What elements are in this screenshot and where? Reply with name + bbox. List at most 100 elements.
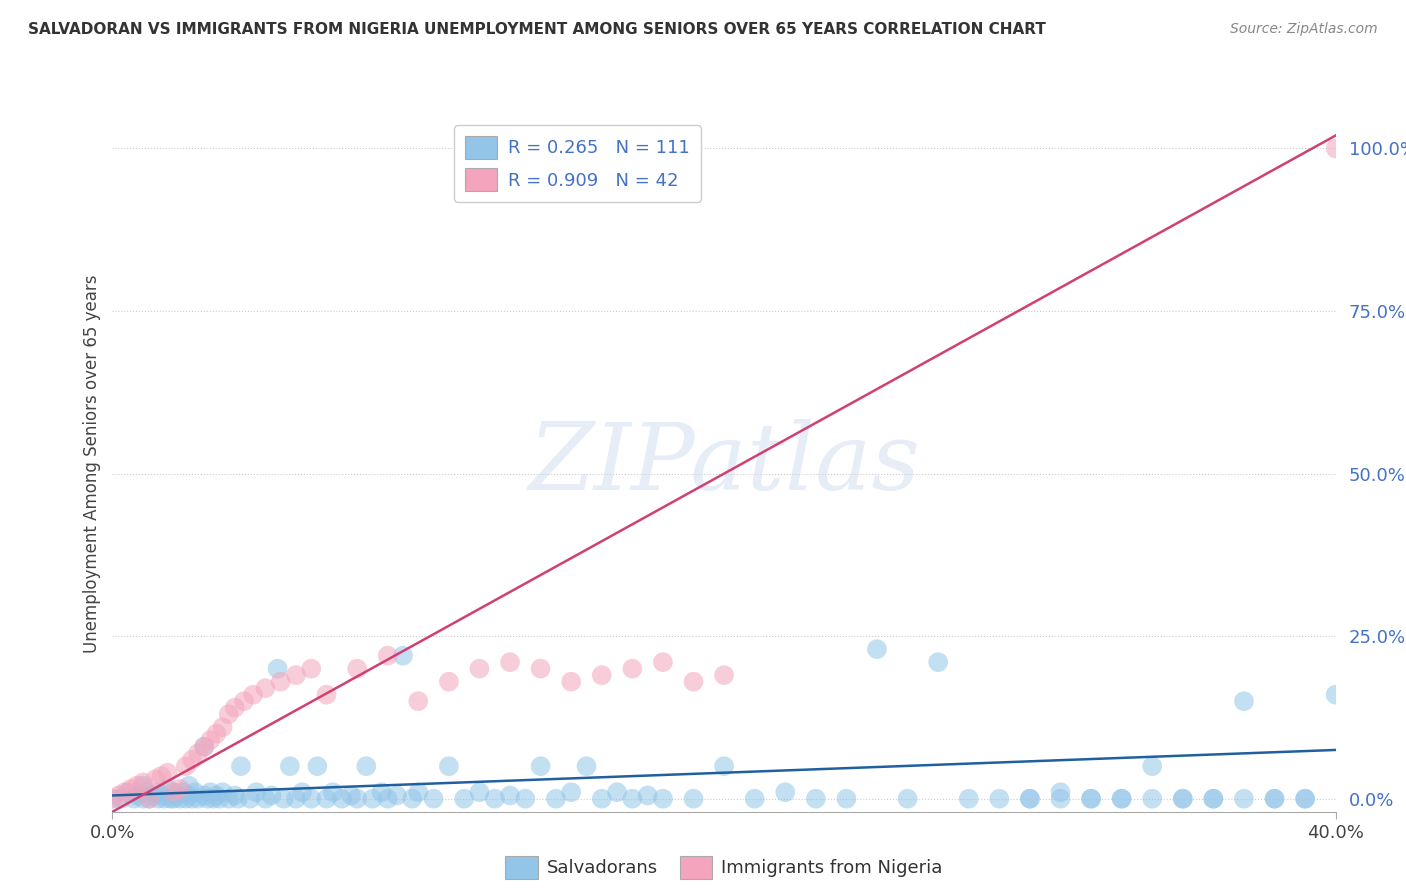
Point — [159, 791, 181, 805]
Point — [621, 791, 644, 805]
Point — [835, 791, 858, 805]
Point — [153, 791, 176, 805]
Point — [156, 765, 179, 780]
Point — [150, 789, 173, 803]
Point — [315, 791, 337, 805]
Point — [652, 791, 675, 805]
Point — [163, 785, 186, 799]
Point — [1264, 791, 1286, 805]
Point — [163, 791, 186, 805]
Point — [713, 759, 735, 773]
Point — [652, 655, 675, 669]
Point — [422, 791, 444, 805]
Point — [340, 789, 363, 803]
Point — [148, 785, 170, 799]
Point — [307, 759, 329, 773]
Point — [1142, 759, 1164, 773]
Point — [408, 785, 430, 799]
Point — [132, 791, 155, 805]
Point — [193, 789, 215, 803]
Point — [202, 791, 225, 805]
Point — [682, 791, 704, 805]
Point — [205, 789, 228, 803]
Point — [1018, 791, 1040, 805]
Point — [515, 791, 537, 805]
Point — [284, 791, 308, 805]
Point — [181, 753, 204, 767]
Text: Source: ZipAtlas.com: Source: ZipAtlas.com — [1230, 22, 1378, 37]
Point — [211, 720, 233, 734]
Point — [270, 674, 292, 689]
Point — [1324, 141, 1347, 155]
Point — [1233, 791, 1256, 805]
Legend: Salvadorans, Immigrants from Nigeria: Salvadorans, Immigrants from Nigeria — [498, 848, 950, 886]
Point — [621, 662, 644, 676]
Point — [163, 785, 186, 799]
Point — [591, 668, 613, 682]
Point — [927, 655, 949, 669]
Point — [193, 739, 215, 754]
Point — [575, 759, 598, 773]
Point — [107, 789, 129, 803]
Point — [988, 791, 1011, 805]
Point — [499, 789, 522, 803]
Point — [174, 759, 197, 773]
Point — [560, 785, 582, 799]
Point — [468, 662, 491, 676]
Point — [1294, 791, 1316, 805]
Point — [200, 785, 222, 799]
Point — [713, 668, 735, 682]
Point — [125, 779, 148, 793]
Point — [211, 785, 233, 799]
Point — [897, 791, 920, 805]
Point — [1202, 791, 1225, 805]
Point — [193, 739, 215, 754]
Point — [804, 791, 827, 805]
Point — [1142, 791, 1164, 805]
Point — [401, 791, 423, 805]
Point — [682, 674, 704, 689]
Point — [637, 789, 659, 803]
Point — [361, 791, 384, 805]
Point — [530, 662, 553, 676]
Point — [200, 733, 222, 747]
Point — [138, 791, 160, 805]
Point — [775, 785, 797, 799]
Text: SALVADORAN VS IMMIGRANTS FROM NIGERIA UNEMPLOYMENT AMONG SENIORS OVER 65 YEARS C: SALVADORAN VS IMMIGRANTS FROM NIGERIA UN… — [28, 22, 1046, 37]
Point — [174, 791, 197, 805]
Point — [1264, 791, 1286, 805]
Point — [1171, 791, 1194, 805]
Point — [150, 769, 173, 783]
Point — [229, 759, 252, 773]
Point — [408, 694, 430, 708]
Point — [208, 791, 231, 805]
Point — [346, 662, 368, 676]
Point — [266, 662, 288, 676]
Point — [132, 779, 155, 793]
Point — [122, 791, 145, 805]
Point — [101, 791, 124, 805]
Point — [218, 707, 240, 722]
Point — [957, 791, 980, 805]
Point — [184, 785, 207, 799]
Point — [437, 674, 460, 689]
Point — [299, 791, 322, 805]
Point — [226, 791, 249, 805]
Point — [245, 785, 267, 799]
Point — [181, 791, 204, 805]
Point — [744, 791, 766, 805]
Point — [169, 781, 191, 796]
Y-axis label: Unemployment Among Seniors over 65 years: Unemployment Among Seniors over 65 years — [83, 275, 101, 653]
Point — [1080, 791, 1102, 805]
Point — [132, 775, 155, 789]
Point — [148, 791, 170, 805]
Point — [437, 759, 460, 773]
Point — [544, 791, 567, 805]
Point — [284, 668, 308, 682]
Point — [499, 655, 522, 669]
Point — [1018, 791, 1040, 805]
Point — [224, 789, 246, 803]
Point — [484, 791, 506, 805]
Point — [1324, 688, 1347, 702]
Point — [218, 791, 240, 805]
